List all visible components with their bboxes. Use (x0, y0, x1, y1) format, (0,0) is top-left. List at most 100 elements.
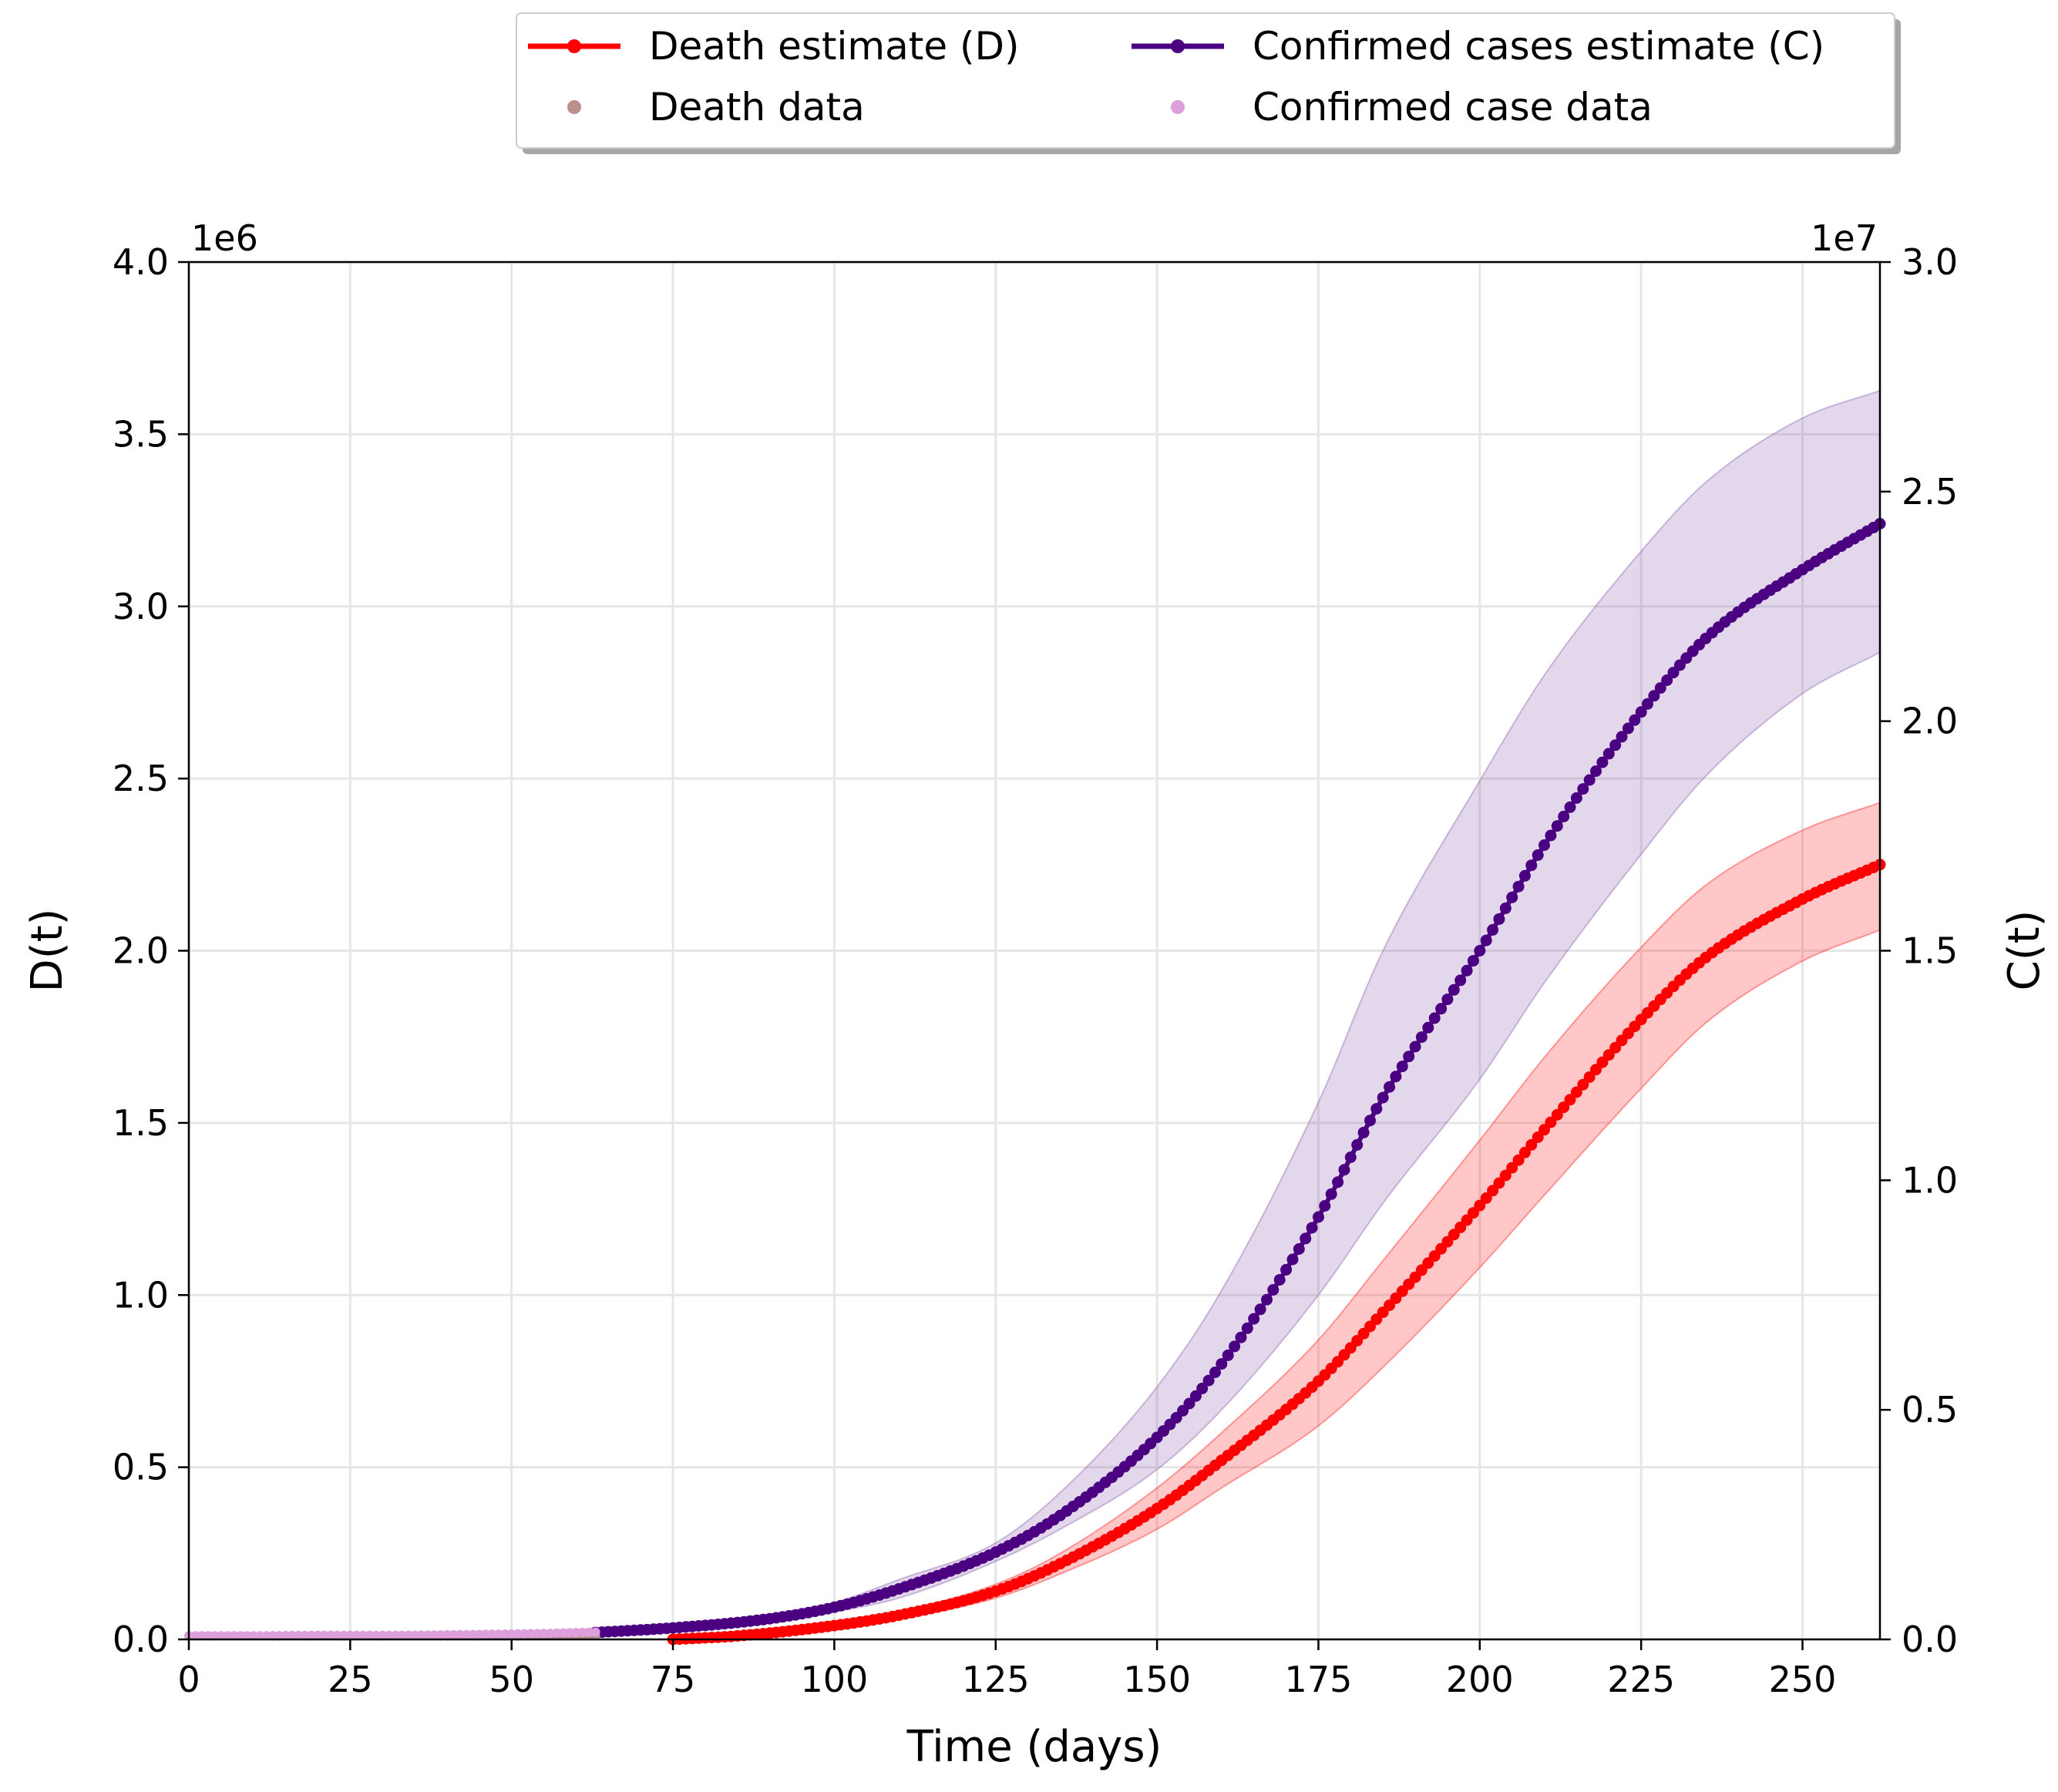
x-tick-label: 25 (328, 1659, 373, 1700)
data-point (1461, 964, 1473, 977)
y-left-tick-label: 2.5 (113, 758, 169, 799)
x-tick-label: 200 (1446, 1659, 1514, 1700)
data-point (1564, 801, 1576, 813)
data-point (455, 1629, 465, 1639)
data-point (500, 1629, 510, 1639)
legend-swatch-marker (567, 39, 581, 53)
data-point (526, 1629, 536, 1639)
series-3 (184, 1627, 600, 1641)
data-point (1267, 1284, 1280, 1296)
data-point (288, 1630, 297, 1640)
data-point (1280, 1263, 1293, 1276)
data-point (468, 1629, 478, 1639)
data-point (1629, 714, 1641, 726)
data-point (1241, 1322, 1253, 1334)
data-point (1487, 923, 1499, 936)
data-point (577, 1627, 587, 1637)
data-point (1325, 1188, 1337, 1200)
legend: Death estimate (D) Confirmed cases estima… (516, 12, 1901, 154)
data-point (1493, 1177, 1505, 1189)
data-point (487, 1629, 497, 1639)
data-point (339, 1630, 348, 1640)
data-point (1235, 1331, 1247, 1343)
data-point (520, 1629, 530, 1639)
data-point (533, 1629, 543, 1639)
data-point (358, 1630, 368, 1640)
right-axis-multiplier: 1e7 (1811, 217, 1878, 259)
y-left-tick-label: 2.0 (113, 930, 169, 972)
data-point (300, 1630, 310, 1640)
data-point (1499, 902, 1512, 914)
data-point (416, 1630, 426, 1640)
y-left-tick-label: 0.0 (113, 1619, 169, 1660)
data-point (410, 1630, 420, 1640)
data-point (1525, 1138, 1538, 1151)
x-axis-label: Time (days) (906, 1722, 1162, 1772)
y-left-tick-label: 1.0 (113, 1274, 169, 1316)
data-point (558, 1628, 568, 1638)
data-point (345, 1630, 355, 1640)
data-point (1512, 880, 1525, 893)
data-point (481, 1629, 491, 1639)
data-point (210, 1631, 220, 1641)
y-left-tick-label: 4.0 (113, 241, 169, 283)
data-point (545, 1629, 555, 1639)
data-point (203, 1631, 214, 1641)
data-point (1506, 891, 1518, 903)
data-point (281, 1630, 291, 1640)
data-point (332, 1630, 342, 1640)
x-tick-label: 125 (962, 1659, 1030, 1700)
legend-label: Confirmed case data (1253, 85, 1653, 129)
data-point (397, 1630, 407, 1640)
data-point (1506, 1162, 1518, 1174)
data-point (1306, 1222, 1318, 1234)
data-point (371, 1630, 381, 1640)
data-point (351, 1630, 361, 1640)
data-point (242, 1631, 252, 1641)
y-right-tick-label: 1.5 (1902, 930, 1958, 972)
data-point (1248, 1313, 1260, 1325)
data-point (261, 1631, 271, 1641)
data-point (1570, 792, 1582, 804)
x-tick-label: 175 (1285, 1659, 1353, 1700)
data-point (1293, 1243, 1305, 1255)
data-point (1480, 1192, 1492, 1204)
y-left-tick-label: 1.5 (113, 1102, 169, 1144)
data-point (1422, 1021, 1434, 1034)
data-point (1545, 829, 1557, 842)
x-tick-label: 0 (177, 1659, 200, 1700)
data-point (384, 1630, 394, 1640)
data-point (391, 1630, 400, 1640)
data-point (1583, 774, 1596, 786)
data-point (1577, 1078, 1589, 1091)
data-point (494, 1629, 503, 1639)
data-point (1551, 820, 1563, 832)
data-point (1384, 1081, 1396, 1093)
x-tick-label: 250 (1769, 1659, 1837, 1700)
data-point (1351, 1138, 1364, 1151)
data-point (197, 1631, 207, 1641)
y-axis-left-label: D(t) (22, 909, 72, 993)
data-point (1532, 849, 1544, 861)
data-point (1558, 810, 1570, 822)
data-point (552, 1628, 562, 1638)
data-point (307, 1630, 317, 1640)
data-point (1558, 1101, 1570, 1114)
data-point (1441, 994, 1454, 1006)
data-point (1313, 1211, 1324, 1223)
data-point (513, 1629, 523, 1639)
legend-box (516, 12, 1895, 149)
data-point (313, 1630, 323, 1640)
series-layer (184, 518, 1886, 1646)
data-point (590, 1627, 600, 1637)
data-point (1229, 1340, 1241, 1353)
legend-label: Confirmed cases estimate (C) (1253, 24, 1824, 69)
data-point (1415, 1031, 1427, 1044)
data-point (403, 1630, 413, 1640)
data-point (1377, 1091, 1389, 1104)
data-point (1661, 674, 1673, 686)
data-point (248, 1631, 258, 1641)
data-point (1564, 1094, 1576, 1106)
data-point (442, 1630, 452, 1639)
data-point (1273, 1274, 1286, 1286)
